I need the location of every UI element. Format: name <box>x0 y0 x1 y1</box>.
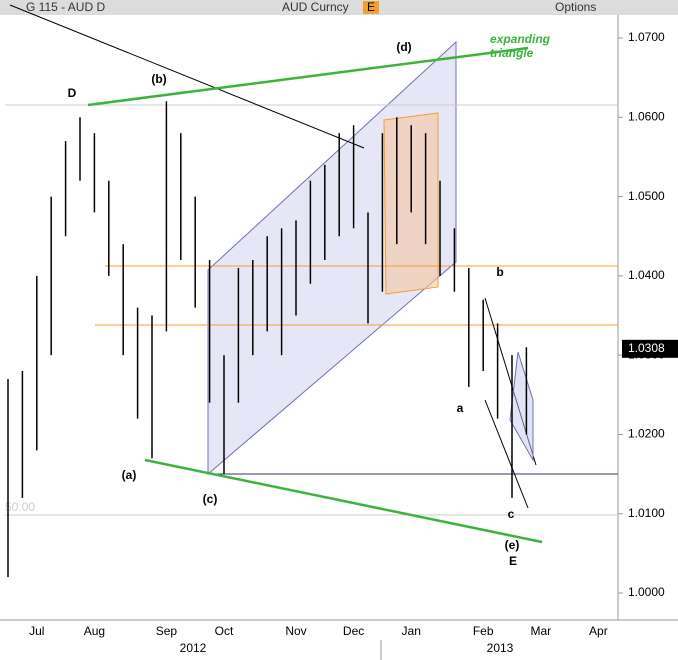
wedge-line <box>484 399 529 509</box>
flag-box[interactable] <box>363 1 379 14</box>
wave-label: (a) <box>122 468 137 482</box>
wave-label: a <box>457 401 464 415</box>
last-price-label: 1.0308 <box>628 341 665 355</box>
x-tick-label: Nov <box>285 624 306 638</box>
x-tick-label: Jul <box>29 624 44 638</box>
options[interactable]: Options <box>555 0 596 14</box>
year-label: 2013 <box>487 641 514 655</box>
triangle-note: expanding triangle <box>490 32 551 60</box>
trend-line <box>9 4 365 149</box>
wave-label: c <box>508 507 515 521</box>
triangle-text: expanding triangle <box>490 32 551 60</box>
y-tick-label: 1.0700 <box>628 30 665 44</box>
wave-label: b <box>496 265 503 279</box>
y-tick-label: 1.0200 <box>628 427 665 441</box>
header-bar <box>0 0 678 15</box>
year-label: 2012 <box>180 641 207 655</box>
y-tick-label: 1.0400 <box>628 268 665 282</box>
wave-label: (b) <box>151 72 166 86</box>
last-price-box <box>622 339 678 358</box>
y-tick-label: 1.0600 <box>628 109 665 123</box>
wave-label: (c) <box>203 492 218 506</box>
y-tick-label: 1.0500 <box>628 189 665 203</box>
triangle-line <box>144 458 543 544</box>
x-tick-label: Apr <box>589 624 608 638</box>
wave-label: (d) <box>396 40 411 54</box>
y-tick-label: 1.0000 <box>628 585 665 599</box>
wave-label: (e) <box>505 538 520 552</box>
wave-label: E <box>509 554 517 568</box>
security: AUD Curncy <box>282 0 349 14</box>
ticker: G 115 - AUD D <box>26 0 105 14</box>
x-tick-label: Oct <box>215 624 234 638</box>
x-tick-label: Dec <box>343 624 364 638</box>
flag[interactable]: E <box>367 0 375 14</box>
faint-label: 50.00 <box>5 500 35 514</box>
x-tick-label: Feb <box>473 624 494 638</box>
x-tick-label: Mar <box>530 624 551 638</box>
x-tick-label: Jan <box>402 624 421 638</box>
triangle-line <box>87 46 529 107</box>
x-tick-label: Aug <box>84 624 105 638</box>
y-tick-label: 1.0100 <box>628 506 665 520</box>
x-tick-label: Sep <box>156 624 178 638</box>
wave-label: D <box>68 86 77 100</box>
